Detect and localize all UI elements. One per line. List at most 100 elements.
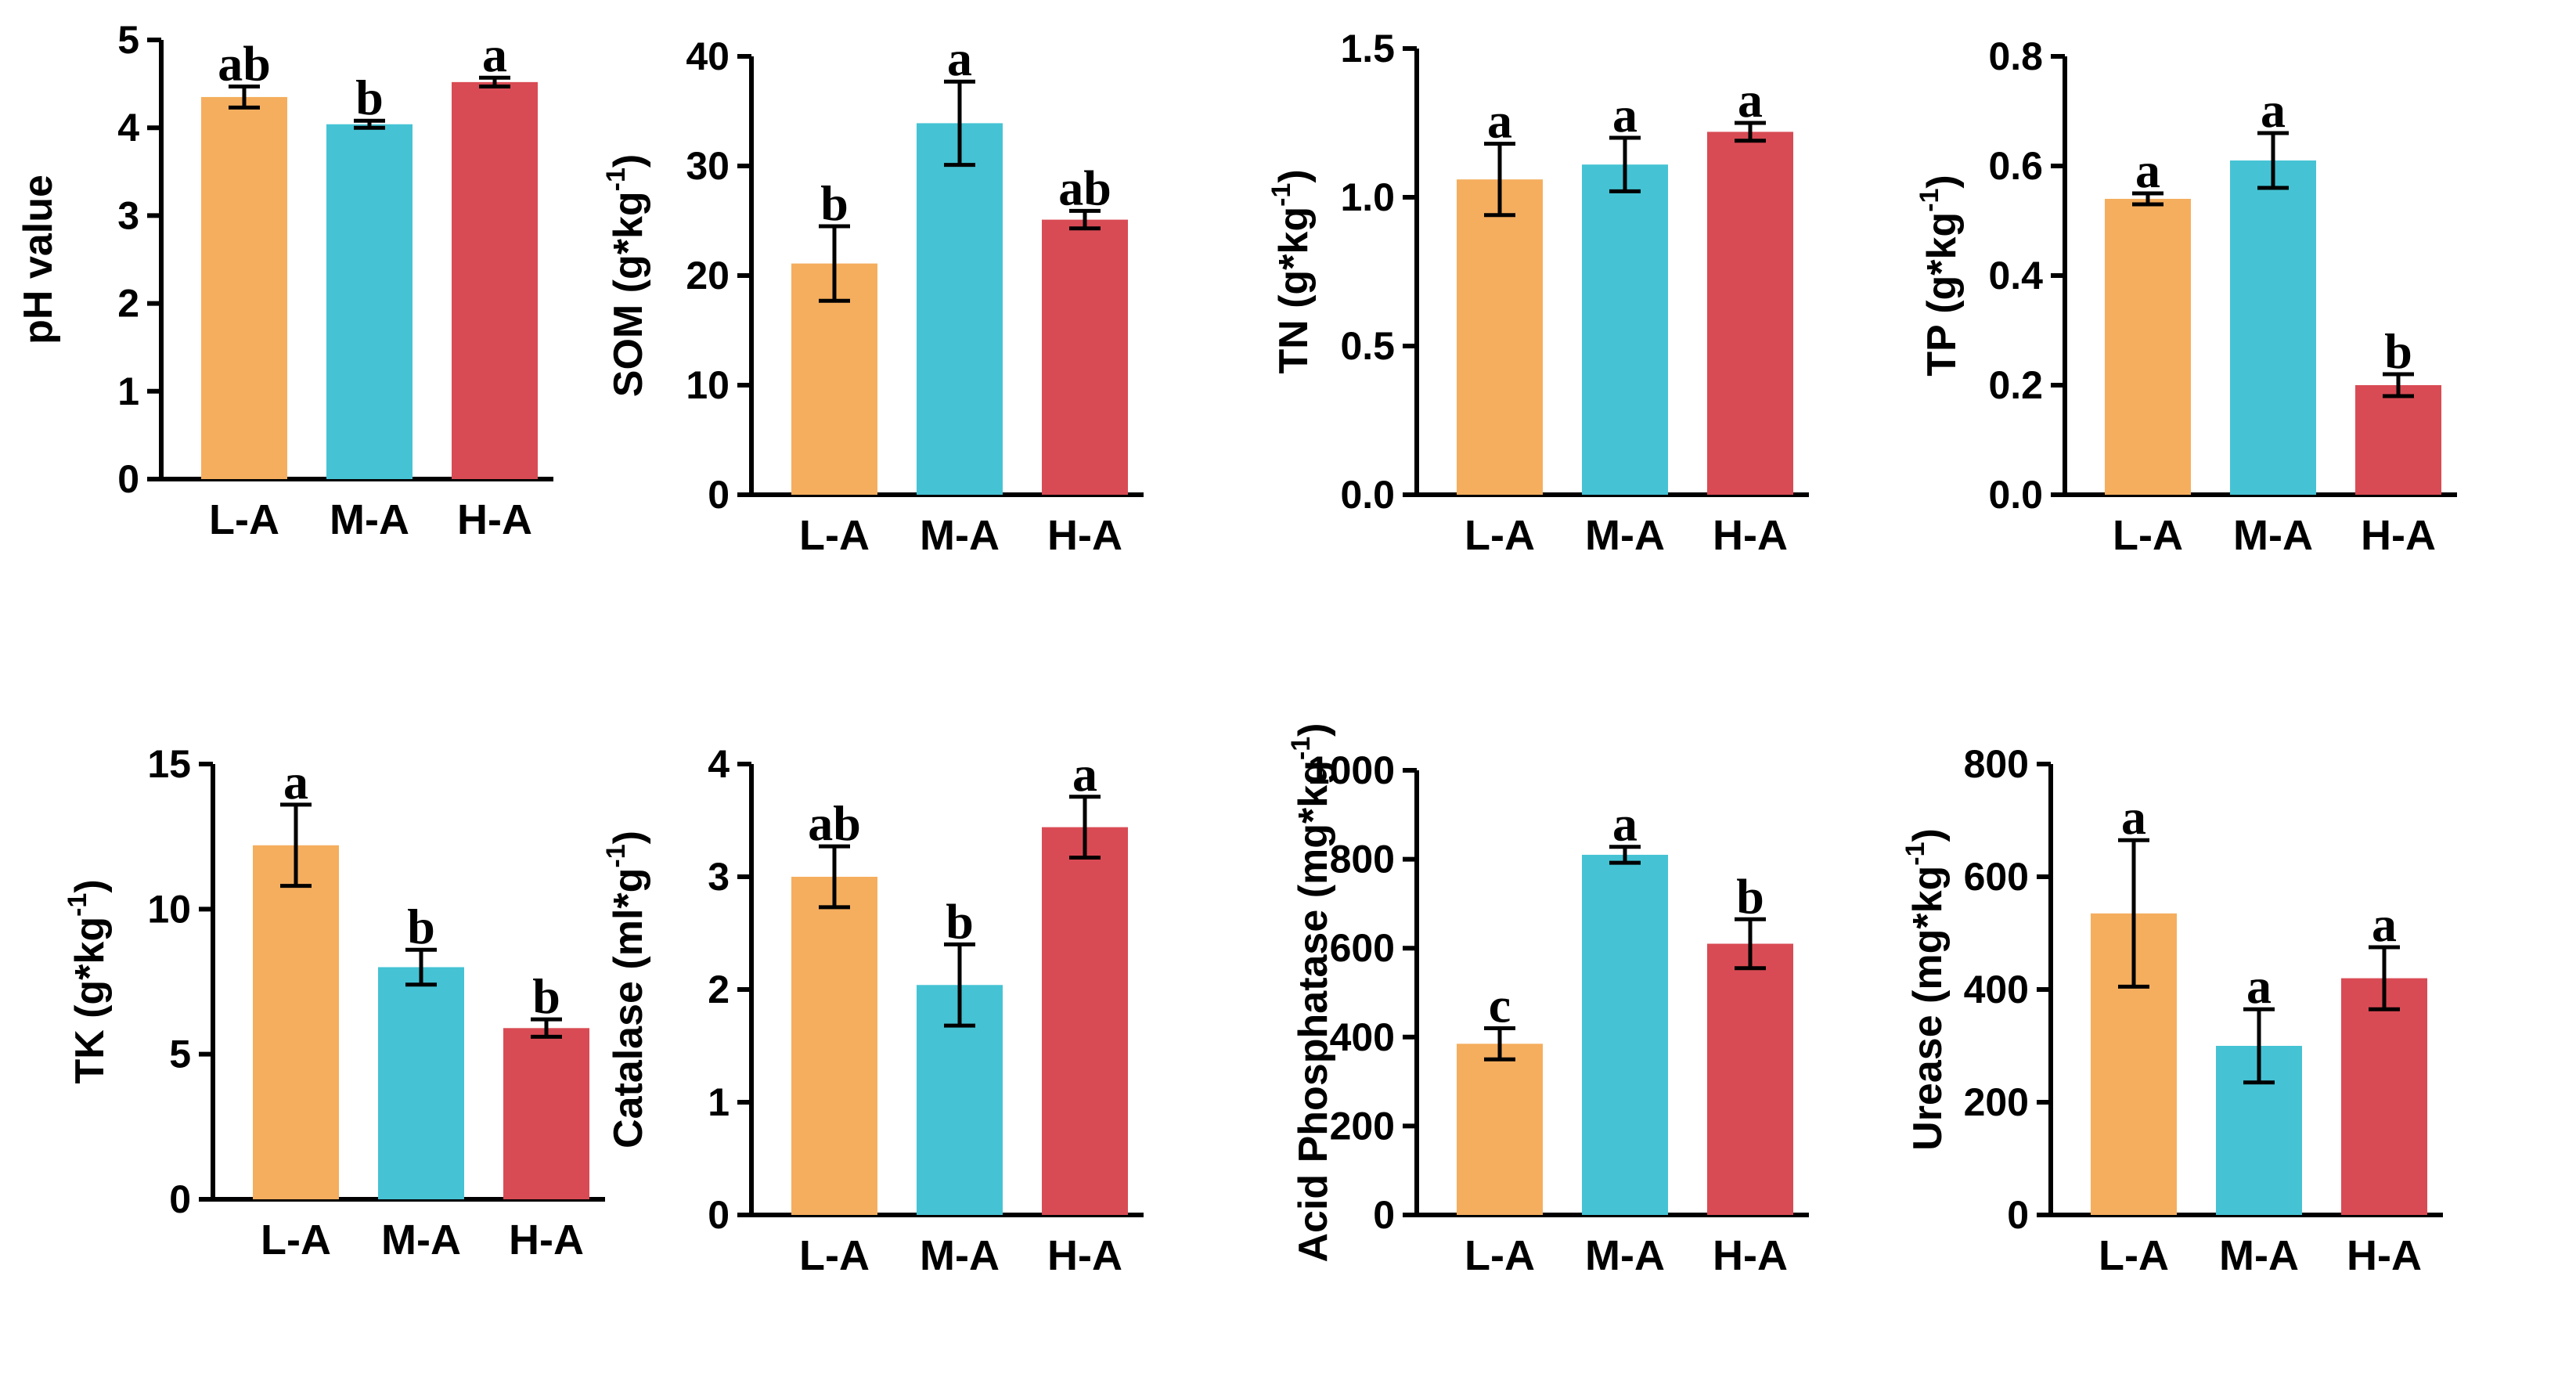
x-tick-label: H-A (509, 1217, 584, 1263)
y-axis-label: TN (g*kg-1) (1266, 169, 1317, 373)
x-tick-label: M-A (2233, 512, 2313, 559)
significance-letter: a (947, 31, 972, 86)
significance-letter: b (355, 70, 384, 125)
y-tick-label: 10 (147, 887, 191, 931)
y-tick-label: 2 (117, 282, 139, 326)
y-axis-label: TK (g*kg-1) (63, 879, 113, 1083)
significance-letter: a (2246, 958, 2272, 1014)
y-tick-label: 0.5 (1340, 324, 1395, 368)
bar-H-A (2355, 385, 2441, 495)
x-tick-label: M-A (920, 512, 1000, 559)
significance-letter: b (820, 175, 848, 231)
x-tick-label: H-A (1713, 1232, 1788, 1279)
y-tick-label: 20 (686, 254, 730, 297)
bar-M-A (1582, 164, 1668, 495)
significance-letter: c (1489, 977, 1511, 1033)
x-tick-label: H-A (457, 496, 532, 543)
y-tick-label: 200 (1964, 1080, 2029, 1124)
x-tick-label: M-A (2219, 1232, 2299, 1279)
significance-letter: a (283, 754, 308, 809)
x-tick-label: H-A (1713, 512, 1788, 559)
significance-letter: b (2384, 323, 2412, 379)
significance-letter: a (482, 27, 507, 82)
significance-letter: a (2121, 789, 2146, 845)
y-tick-label: 1.5 (1340, 27, 1395, 70)
significance-letter: b (1736, 868, 1764, 924)
bar-M-A (917, 123, 1003, 495)
significance-letter: a (1738, 72, 1763, 128)
bar-H-A (1707, 943, 1793, 1215)
bar-H-A (1042, 827, 1128, 1215)
bar-M-A (326, 124, 413, 479)
x-tick-label: M-A (920, 1232, 1000, 1279)
y-tick-label: 0.2 (1988, 363, 2043, 407)
bar-M-A (1582, 854, 1668, 1215)
bar-H-A (1707, 132, 1793, 495)
x-tick-label: H-A (2347, 1232, 2422, 1279)
y-tick-label: 2 (708, 968, 730, 1011)
y-tick-label: 0 (708, 473, 730, 517)
significance-letter: ab (218, 35, 271, 91)
bar-L-A (791, 877, 877, 1215)
chart-panel-3: 0.0 0.5 1.0 1.5 TN (g*kg-1) a L-A a M-A a H-A (1266, 27, 1809, 559)
bar-H-A (503, 1028, 589, 1199)
x-tick-label: L-A (261, 1217, 331, 1263)
y-tick-label: 0 (2007, 1193, 2029, 1237)
bar-L-A (201, 96, 287, 480)
y-tick-label: 15 (147, 742, 191, 786)
significance-letter: a (1072, 746, 1097, 802)
x-tick-label: L-A (1465, 512, 1535, 559)
x-tick-label: L-A (799, 512, 870, 559)
chart-panel-4: 0.0 0.2 0.4 0.6 0.8 TP (g*kg-1) a L-A a M-A b H-A (1915, 34, 2457, 559)
y-tick-label: 0.6 (1988, 144, 2043, 188)
y-tick-label: 400 (1964, 968, 2029, 1011)
bar-M-A (378, 967, 464, 1199)
y-tick-label: 800 (1964, 742, 2029, 786)
bar-M-A (2230, 160, 2316, 495)
y-tick-label: 0.8 (1988, 34, 2043, 78)
y-tick-label: 0.4 (1988, 254, 2043, 297)
bar-L-A (2105, 199, 2191, 495)
significance-letter: a (2135, 142, 2160, 198)
y-tick-label: 40 (686, 34, 730, 78)
x-tick-label: H-A (1047, 1232, 1122, 1279)
y-tick-label: 0 (1373, 1193, 1395, 1237)
y-tick-label: 5 (169, 1033, 191, 1076)
y-axis-label: pH value (16, 175, 61, 344)
significance-letter: ab (1058, 160, 1111, 215)
significance-letter: a (1487, 93, 1512, 149)
x-tick-label: M-A (330, 496, 409, 543)
y-tick-label: 30 (686, 144, 730, 188)
y-tick-label: 10 (686, 363, 730, 407)
y-tick-label: 0.0 (1340, 473, 1395, 517)
bar-L-A (1457, 1044, 1543, 1215)
significance-letter: b (407, 899, 435, 954)
y-tick-label: 5 (117, 18, 139, 62)
y-tick-label: 1 (708, 1080, 730, 1124)
y-axis-label: Catalase (ml*g-1) (601, 831, 651, 1148)
y-tick-label: 400 (1330, 1015, 1395, 1059)
bar-L-A (253, 845, 339, 1199)
y-axis-label: Acid Phosphatase (mg*kg-1) (1286, 723, 1336, 1262)
chart-panel-2: 0 10 20 30 40 SOM (g*kg-1) b L-A a M-A ab H-A (601, 31, 1144, 559)
significance-letter: a (1612, 87, 1637, 142)
x-tick-label: L-A (2099, 1232, 2169, 1279)
chart-panel-1: 0 1 2 3 4 5 pH value ab L-A b M-A a H-A (16, 18, 553, 543)
y-tick-label: 1.0 (1340, 175, 1395, 219)
significance-letter: a (2372, 896, 2397, 952)
y-tick-label: 0 (169, 1177, 191, 1221)
x-tick-label: L-A (799, 1232, 870, 1279)
bar-H-A (452, 81, 538, 479)
chart-panel-6: 0 1 2 3 4 Catalase (ml*g-1) ab L-A b M-A a H-A (601, 742, 1144, 1279)
y-tick-label: 600 (1330, 926, 1395, 970)
x-tick-label: M-A (381, 1217, 461, 1263)
significance-letter: a (2261, 82, 2286, 138)
x-tick-label: H-A (1047, 512, 1122, 559)
bar-H-A (1042, 219, 1128, 495)
x-tick-label: L-A (2113, 512, 2183, 559)
chart-panel-8: 0 200 400 600 800 Urease (mg*kg-1) a L-A a M-A a H-… (1900, 742, 2443, 1279)
significance-letter: b (532, 968, 560, 1024)
y-axis-label: Urease (mg*kg-1) (1900, 828, 1951, 1151)
significance-letter: a (1612, 796, 1637, 852)
